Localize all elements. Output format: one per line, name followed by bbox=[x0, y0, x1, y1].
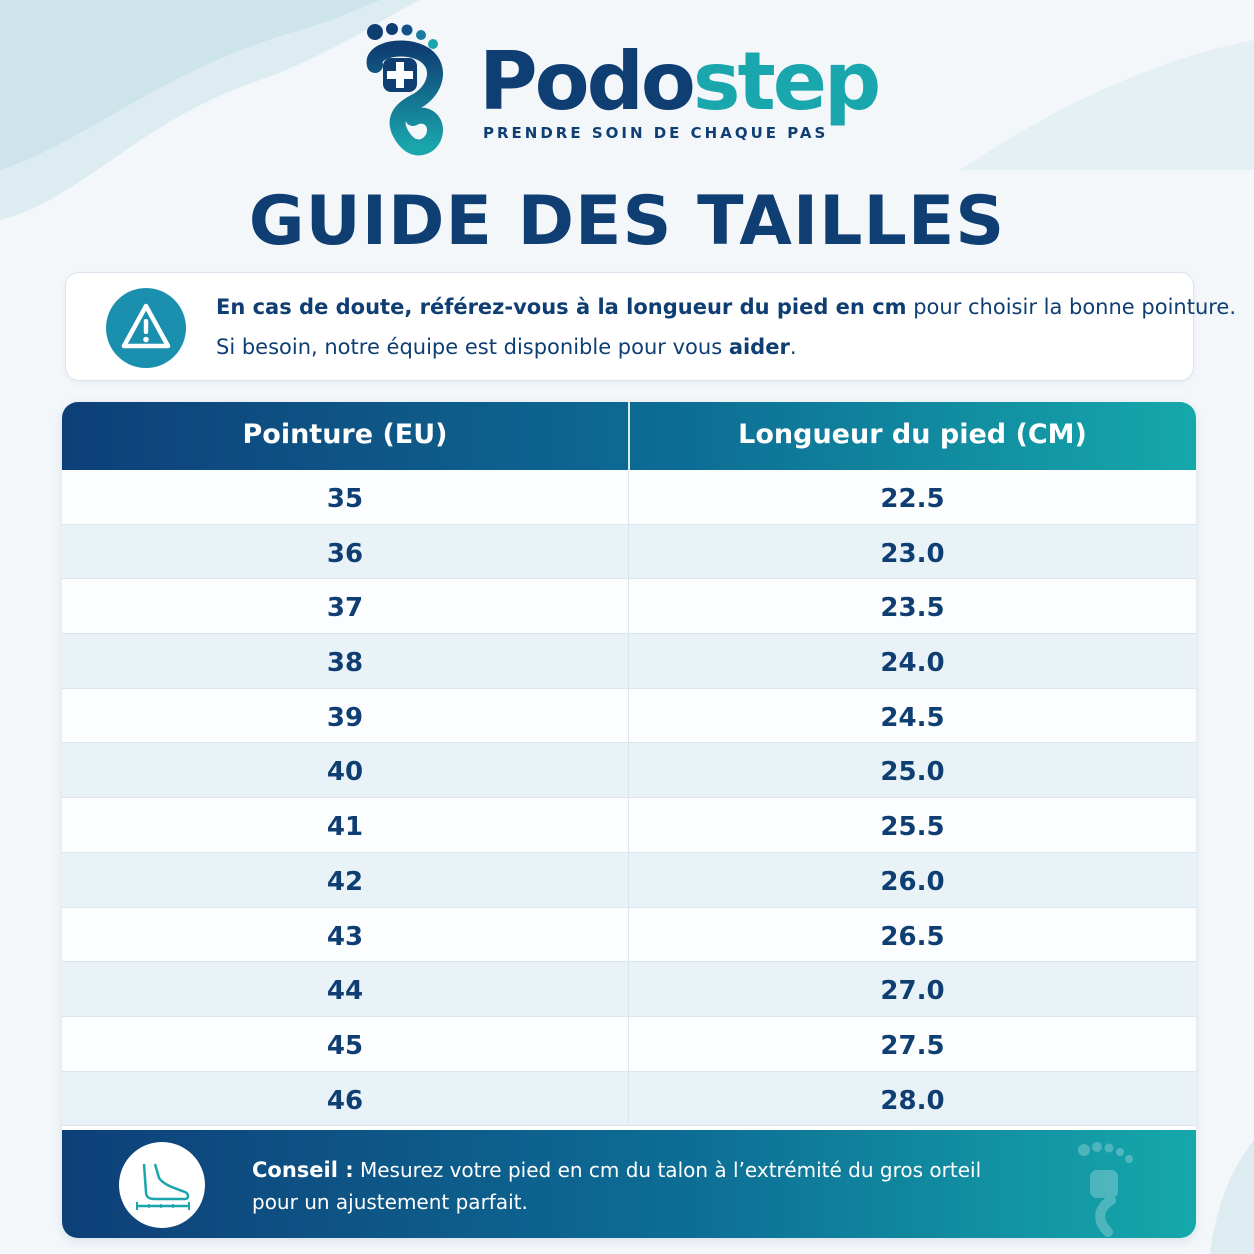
cell-longueur: 25.0 bbox=[880, 757, 945, 788]
cell-longueur: 27.0 bbox=[880, 976, 945, 1007]
cell-divider bbox=[628, 852, 629, 907]
cell-pointure: 41 bbox=[326, 812, 364, 843]
tip-line1-text: Mesurez votre pied en cm du talon à l’ex… bbox=[353, 1158, 982, 1182]
cell-longueur: 24.5 bbox=[880, 702, 945, 733]
cell-longueur: 28.0 bbox=[880, 1085, 945, 1116]
cell-pointure: 45 bbox=[326, 1030, 364, 1061]
table-row: 40 25.0 bbox=[62, 743, 1196, 799]
table-row: 43 26.5 bbox=[62, 907, 1196, 963]
cell-divider bbox=[628, 579, 629, 634]
cell-pointure: 39 bbox=[326, 702, 364, 733]
cell-longueur: 25.5 bbox=[880, 812, 945, 843]
brand-name-part1: Podo bbox=[479, 35, 696, 128]
cell-divider bbox=[628, 962, 629, 1016]
notice-line1-rest: pour choisir la bonne pointure. bbox=[906, 295, 1237, 319]
tip-label: Conseil : bbox=[252, 1158, 354, 1182]
cell-pointure: 40 bbox=[326, 757, 364, 788]
cell-divider bbox=[628, 470, 629, 524]
table-header: Pointure (EU) Longueur du pied (CM) bbox=[62, 402, 1196, 470]
table-row: 45 27.5 bbox=[62, 1016, 1196, 1072]
foot-measure-icon bbox=[119, 1142, 205, 1228]
header-pointure: Pointure (EU) bbox=[242, 419, 448, 450]
cell-divider bbox=[628, 688, 629, 743]
cell-pointure: 35 bbox=[326, 484, 364, 514]
cell-longueur: 26.5 bbox=[880, 921, 945, 952]
cell-pointure: 43 bbox=[326, 921, 364, 952]
foot-cross-logo-icon bbox=[366, 23, 444, 156]
cell-pointure: 36 bbox=[326, 538, 364, 569]
cell-longueur: 23.0 bbox=[880, 538, 945, 569]
cell-longueur: 24.0 bbox=[880, 648, 945, 679]
cell-pointure: 42 bbox=[326, 866, 364, 897]
table-row: 46 28.0 bbox=[62, 1071, 1196, 1127]
cell-divider bbox=[628, 907, 629, 962]
warning-icon bbox=[106, 288, 186, 368]
brand-name: Podostep bbox=[479, 42, 881, 122]
notice-box: En cas de doute, référez-vous à la longu… bbox=[65, 272, 1236, 381]
cell-pointure: 37 bbox=[326, 593, 364, 624]
notice-line2-bold: aider bbox=[728, 335, 790, 359]
cell-pointure: 46 bbox=[326, 1085, 364, 1116]
notice-line2-start: Si besoin, notre équipe est disponible p… bbox=[216, 335, 729, 359]
table-row: 44 27.0 bbox=[62, 962, 1196, 1017]
header-divider bbox=[628, 402, 630, 470]
table-body: 35 22.5 36 23.0 37 23.5 38 24.0 39 24.5 40 25.0 41 25… bbox=[62, 470, 1196, 1127]
table-row: 36 23.0 bbox=[62, 524, 1196, 580]
tip-text-line2: pour un ajustement parfait. bbox=[252, 1190, 528, 1214]
header-longueur: Longueur du pied (CM) bbox=[738, 419, 1087, 450]
brand-tagline: PRENDRE SOIN DE CHAQUE PAS bbox=[483, 124, 829, 142]
cell-longueur: 22.5 bbox=[880, 484, 945, 514]
table-row: 38 24.0 bbox=[62, 634, 1196, 689]
tip-text-line1: Conseil : Mesurez votre pied en cm du ta… bbox=[252, 1158, 981, 1182]
cell-divider bbox=[628, 798, 629, 852]
table-row: 42 26.0 bbox=[62, 852, 1196, 908]
cell-longueur: 27.5 bbox=[880, 1030, 945, 1061]
cell-divider bbox=[628, 634, 629, 688]
brand-name-part2: step bbox=[692, 35, 881, 128]
logo-watermark-icon bbox=[1078, 1142, 1133, 1237]
cell-divider bbox=[628, 1071, 629, 1126]
cell-divider bbox=[628, 1016, 629, 1071]
notice-text-line2: Si besoin, notre équipe est disponible p… bbox=[216, 335, 797, 359]
table-row: 37 23.5 bbox=[62, 579, 1196, 635]
cell-divider bbox=[628, 743, 629, 798]
table-row: 39 24.5 bbox=[62, 688, 1196, 744]
cell-pointure: 44 bbox=[326, 976, 364, 1007]
notice-line1-bold: En cas de doute, référez-vous à la longu… bbox=[216, 295, 907, 319]
table-row: 41 25.5 bbox=[62, 798, 1196, 853]
cell-longueur: 23.5 bbox=[880, 593, 945, 624]
tip-banner: Conseil : Mesurez votre pied en cm du ta… bbox=[62, 1130, 1196, 1238]
size-table: Pointure (EU) Longueur du pied (CM) 35 22… bbox=[62, 402, 1196, 1238]
cell-divider bbox=[628, 524, 629, 579]
notice-text-line1: En cas de doute, référez-vous à la longu… bbox=[216, 295, 1236, 319]
cell-longueur: 26.0 bbox=[880, 866, 945, 897]
notice-line2-end: . bbox=[789, 335, 797, 359]
page-title: GUIDE DES TAILLES bbox=[248, 182, 1006, 261]
cell-pointure: 38 bbox=[326, 648, 364, 679]
table-row: 35 22.5 bbox=[62, 470, 1196, 525]
brand-logo: Podostep PRENDRE SOIN DE CHAQUE PAS bbox=[365, 20, 895, 165]
